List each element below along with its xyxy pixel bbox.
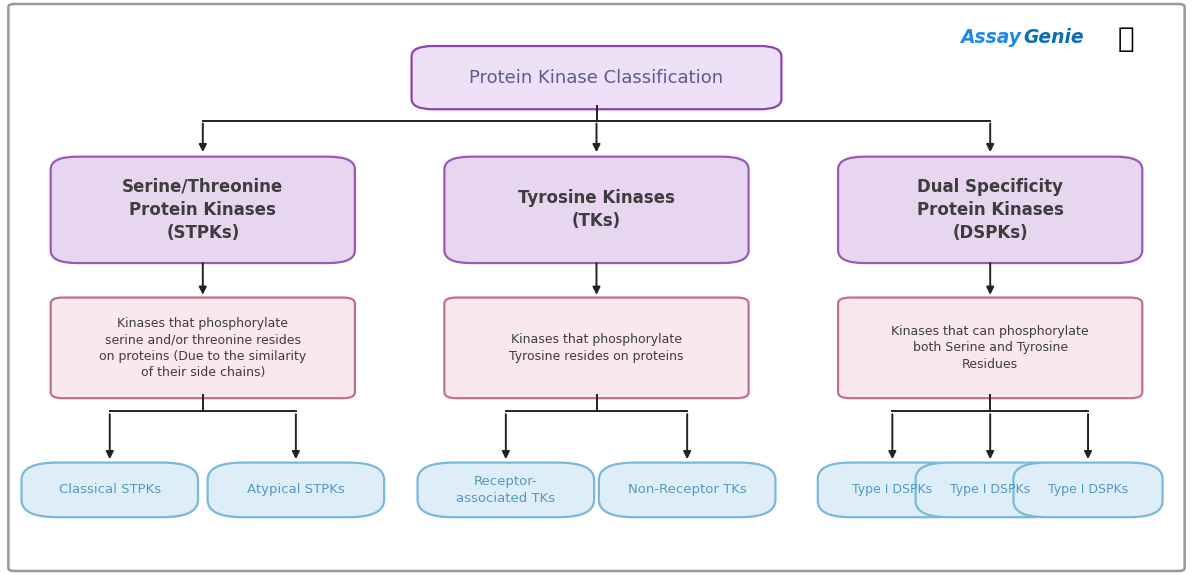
- Text: Tyrosine Kinases
(TKs): Tyrosine Kinases (TKs): [518, 189, 675, 231]
- Text: Kinases that phosphorylate
serine and/or threonine resides
on proteins (Due to t: Kinases that phosphorylate serine and/or…: [99, 317, 307, 379]
- Text: Type I DSPKs: Type I DSPKs: [1047, 484, 1129, 496]
- FancyBboxPatch shape: [444, 298, 749, 398]
- Text: Kinases that phosphorylate
Tyrosine resides on proteins: Kinases that phosphorylate Tyrosine resi…: [509, 333, 684, 363]
- FancyBboxPatch shape: [412, 46, 781, 109]
- Text: Receptor-
associated TKs: Receptor- associated TKs: [456, 475, 556, 505]
- Text: Protein Kinase Classification: Protein Kinase Classification: [469, 68, 724, 87]
- FancyBboxPatch shape: [418, 462, 594, 518]
- FancyBboxPatch shape: [599, 462, 775, 518]
- Text: Atypical STPKs: Atypical STPKs: [247, 484, 345, 496]
- Text: 🧘: 🧘: [1118, 25, 1135, 52]
- Text: Kinases that can phosphorylate
both Serine and Tyrosine
Residues: Kinases that can phosphorylate both Seri…: [891, 325, 1089, 371]
- Text: Dual Specificity
Protein Kinases
(DSPKs): Dual Specificity Protein Kinases (DSPKs): [916, 178, 1064, 242]
- Text: Type I DSPKs: Type I DSPKs: [950, 484, 1031, 496]
- FancyBboxPatch shape: [51, 156, 356, 263]
- Text: Genie: Genie: [1024, 28, 1084, 47]
- Text: Assay: Assay: [960, 28, 1021, 47]
- Text: Serine/Threonine
Protein Kinases
(STPKs): Serine/Threonine Protein Kinases (STPKs): [122, 178, 284, 242]
- FancyBboxPatch shape: [818, 462, 966, 518]
- FancyBboxPatch shape: [21, 462, 198, 518]
- FancyBboxPatch shape: [208, 462, 384, 518]
- FancyBboxPatch shape: [916, 462, 1065, 518]
- FancyBboxPatch shape: [8, 4, 1185, 571]
- FancyBboxPatch shape: [51, 298, 356, 398]
- Text: Type I DSPKs: Type I DSPKs: [852, 484, 933, 496]
- Text: Non-Receptor TKs: Non-Receptor TKs: [628, 484, 747, 496]
- FancyBboxPatch shape: [444, 156, 749, 263]
- FancyBboxPatch shape: [837, 156, 1143, 263]
- FancyBboxPatch shape: [1014, 462, 1162, 518]
- FancyBboxPatch shape: [837, 298, 1143, 398]
- Text: Classical STPKs: Classical STPKs: [58, 484, 161, 496]
